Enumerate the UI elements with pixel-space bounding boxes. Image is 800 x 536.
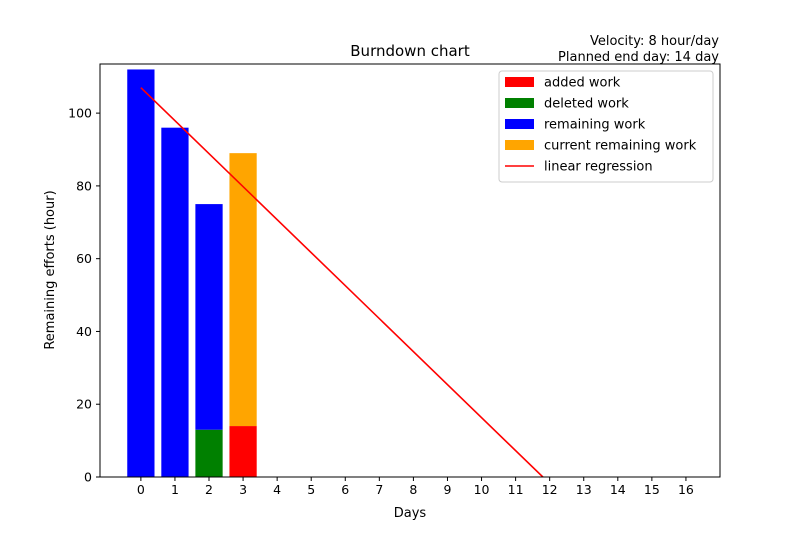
x-tick-label: 8 xyxy=(409,482,417,497)
y-tick-label: 0 xyxy=(84,470,92,485)
plot-frame xyxy=(99,63,721,478)
line-linear-regression xyxy=(140,87,544,477)
x-tick-label: 3 xyxy=(239,482,247,497)
x-tick-label: 6 xyxy=(341,482,349,497)
y-tick-label: 60 xyxy=(76,251,92,266)
legend-swatch-remaining-work xyxy=(505,119,534,129)
bar-current-remaining-work-day-3 xyxy=(229,153,257,427)
x-tick-label: 4 xyxy=(273,482,281,497)
x-tick-label: 10 xyxy=(474,482,490,497)
legend-label-current-remaining-work: current remaining work xyxy=(544,139,697,154)
x-tick-label: 9 xyxy=(443,482,451,497)
velocity-info: Velocity: 8 hour/day xyxy=(590,34,719,49)
x-tick-label: 14 xyxy=(610,482,626,497)
x-tick-label: 1 xyxy=(171,482,179,497)
y-tick-label: 20 xyxy=(76,397,92,412)
x-tick-label: 7 xyxy=(375,482,383,497)
bar-remaining-work-day-2 xyxy=(195,204,223,430)
legend-label-linear-regression: linear regression xyxy=(544,160,653,175)
x-axis-title: Days xyxy=(394,506,427,521)
x-tick-label: 12 xyxy=(542,482,558,497)
x-tick-label: 5 xyxy=(307,482,315,497)
legend-swatch-deleted-work xyxy=(505,98,534,108)
legend-label-remaining-work: remaining work xyxy=(544,118,646,133)
legend-box xyxy=(498,70,714,183)
x-tick-label: 13 xyxy=(576,482,592,497)
x-tick-label: 16 xyxy=(678,482,694,497)
x-tick-label: 11 xyxy=(508,482,524,497)
y-tick-label: 100 xyxy=(68,106,92,121)
legend-label-deleted-work: deleted work xyxy=(544,97,629,112)
x-tick-label: 2 xyxy=(205,482,213,497)
legend-label-added-work: added work xyxy=(544,76,621,91)
y-tick-label: 40 xyxy=(76,324,92,339)
y-tick-label: 80 xyxy=(76,178,92,193)
planned-end-info: Planned end day: 14 day xyxy=(558,50,719,65)
legend-swatch-added-work xyxy=(505,77,534,87)
y-axis-title: Remaining efforts (hour) xyxy=(43,190,58,349)
bar-remaining-work-day-0 xyxy=(127,69,155,477)
bar-remaining-work-day-1 xyxy=(161,127,189,478)
x-tick-label: 0 xyxy=(137,482,145,497)
legend-swatch-current-remaining-work xyxy=(505,140,534,150)
chart-title: Burndown chart xyxy=(350,42,470,60)
bar-added-work-day-3 xyxy=(229,426,257,477)
bar-deleted-work-day-2 xyxy=(195,429,223,477)
x-tick-label: 15 xyxy=(644,482,660,497)
